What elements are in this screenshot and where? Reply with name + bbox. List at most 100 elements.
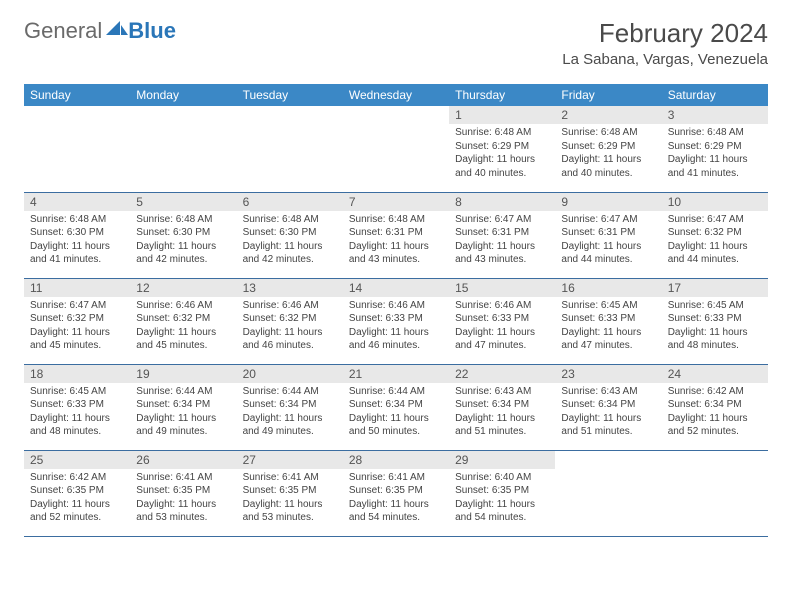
- calendar-cell: [24, 106, 130, 192]
- calendar-cell: 16Sunrise: 6:45 AMSunset: 6:33 PMDayligh…: [555, 278, 661, 364]
- calendar-cell: 23Sunrise: 6:43 AMSunset: 6:34 PMDayligh…: [555, 364, 661, 450]
- calendar-cell: 4Sunrise: 6:48 AMSunset: 6:30 PMDaylight…: [24, 192, 130, 278]
- day-details: Sunrise: 6:41 AMSunset: 6:35 PMDaylight:…: [343, 469, 449, 529]
- weekday-header: Friday: [555, 84, 661, 106]
- day-details: Sunrise: 6:40 AMSunset: 6:35 PMDaylight:…: [449, 469, 555, 529]
- calendar-cell: 22Sunrise: 6:43 AMSunset: 6:34 PMDayligh…: [449, 364, 555, 450]
- calendar-cell: 19Sunrise: 6:44 AMSunset: 6:34 PMDayligh…: [130, 364, 236, 450]
- day-number: 17: [662, 279, 768, 297]
- day-details: Sunrise: 6:42 AMSunset: 6:35 PMDaylight:…: [24, 469, 130, 529]
- calendar-cell: [555, 450, 661, 536]
- day-details: Sunrise: 6:43 AMSunset: 6:34 PMDaylight:…: [555, 383, 661, 443]
- calendar-cell: [130, 106, 236, 192]
- day-details: Sunrise: 6:47 AMSunset: 6:32 PMDaylight:…: [24, 297, 130, 357]
- calendar-cell: 21Sunrise: 6:44 AMSunset: 6:34 PMDayligh…: [343, 364, 449, 450]
- day-number: 18: [24, 365, 130, 383]
- day-number: 23: [555, 365, 661, 383]
- day-number: 2: [555, 106, 661, 124]
- day-details: Sunrise: 6:45 AMSunset: 6:33 PMDaylight:…: [555, 297, 661, 357]
- day-number: 20: [237, 365, 343, 383]
- day-details: Sunrise: 6:43 AMSunset: 6:34 PMDaylight:…: [449, 383, 555, 443]
- day-details: Sunrise: 6:48 AMSunset: 6:29 PMDaylight:…: [449, 124, 555, 184]
- day-details: Sunrise: 6:48 AMSunset: 6:29 PMDaylight:…: [555, 124, 661, 184]
- calendar-cell: 5Sunrise: 6:48 AMSunset: 6:30 PMDaylight…: [130, 192, 236, 278]
- day-number: 11: [24, 279, 130, 297]
- day-number: 6: [237, 193, 343, 211]
- header: General Blue February 2024 La Sabana, Va…: [24, 18, 768, 68]
- day-number: 25: [24, 451, 130, 469]
- day-number: 10: [662, 193, 768, 211]
- day-details: Sunrise: 6:44 AMSunset: 6:34 PMDaylight:…: [237, 383, 343, 443]
- day-details: Sunrise: 6:48 AMSunset: 6:30 PMDaylight:…: [237, 211, 343, 271]
- day-number: 12: [130, 279, 236, 297]
- empty-day: [130, 106, 236, 124]
- calendar-cell: [343, 106, 449, 192]
- day-number: 19: [130, 365, 236, 383]
- day-details: Sunrise: 6:41 AMSunset: 6:35 PMDaylight:…: [130, 469, 236, 529]
- calendar-cell: 14Sunrise: 6:46 AMSunset: 6:33 PMDayligh…: [343, 278, 449, 364]
- calendar-cell: 7Sunrise: 6:48 AMSunset: 6:31 PMDaylight…: [343, 192, 449, 278]
- calendar-cell: 17Sunrise: 6:45 AMSunset: 6:33 PMDayligh…: [662, 278, 768, 364]
- day-number: 28: [343, 451, 449, 469]
- weekday-header: Tuesday: [237, 84, 343, 106]
- day-number: 27: [237, 451, 343, 469]
- logo-sail-icon: [106, 15, 128, 31]
- calendar-cell: 18Sunrise: 6:45 AMSunset: 6:33 PMDayligh…: [24, 364, 130, 450]
- day-details: Sunrise: 6:47 AMSunset: 6:32 PMDaylight:…: [662, 211, 768, 271]
- day-number: 7: [343, 193, 449, 211]
- calendar-cell: 11Sunrise: 6:47 AMSunset: 6:32 PMDayligh…: [24, 278, 130, 364]
- weekday-header: Saturday: [662, 84, 768, 106]
- logo-text-blue: Blue: [128, 18, 176, 44]
- day-number: 3: [662, 106, 768, 124]
- day-details: Sunrise: 6:44 AMSunset: 6:34 PMDaylight:…: [130, 383, 236, 443]
- calendar-cell: 24Sunrise: 6:42 AMSunset: 6:34 PMDayligh…: [662, 364, 768, 450]
- calendar-cell: 29Sunrise: 6:40 AMSunset: 6:35 PMDayligh…: [449, 450, 555, 536]
- day-details: Sunrise: 6:47 AMSunset: 6:31 PMDaylight:…: [555, 211, 661, 271]
- title-block: February 2024 La Sabana, Vargas, Venezue…: [562, 18, 768, 68]
- calendar-cell: 28Sunrise: 6:41 AMSunset: 6:35 PMDayligh…: [343, 450, 449, 536]
- calendar-cell: 26Sunrise: 6:41 AMSunset: 6:35 PMDayligh…: [130, 450, 236, 536]
- calendar-cell: [662, 450, 768, 536]
- empty-day: [24, 106, 130, 124]
- calendar-row: 25Sunrise: 6:42 AMSunset: 6:35 PMDayligh…: [24, 450, 768, 536]
- day-number: 16: [555, 279, 661, 297]
- day-number: 13: [237, 279, 343, 297]
- month-title: February 2024: [562, 18, 768, 49]
- calendar-cell: 3Sunrise: 6:48 AMSunset: 6:29 PMDaylight…: [662, 106, 768, 192]
- weekday-header: Thursday: [449, 84, 555, 106]
- location: La Sabana, Vargas, Venezuela: [562, 51, 768, 68]
- day-number: 9: [555, 193, 661, 211]
- day-details: Sunrise: 6:46 AMSunset: 6:33 PMDaylight:…: [449, 297, 555, 357]
- day-details: Sunrise: 6:41 AMSunset: 6:35 PMDaylight:…: [237, 469, 343, 529]
- day-details: Sunrise: 6:47 AMSunset: 6:31 PMDaylight:…: [449, 211, 555, 271]
- calendar-table: SundayMondayTuesdayWednesdayThursdayFrid…: [24, 84, 768, 537]
- day-number: 4: [24, 193, 130, 211]
- empty-day: [343, 106, 449, 124]
- calendar-cell: 6Sunrise: 6:48 AMSunset: 6:30 PMDaylight…: [237, 192, 343, 278]
- day-number: 5: [130, 193, 236, 211]
- calendar-cell: 27Sunrise: 6:41 AMSunset: 6:35 PMDayligh…: [237, 450, 343, 536]
- day-details: Sunrise: 6:44 AMSunset: 6:34 PMDaylight:…: [343, 383, 449, 443]
- day-number: 22: [449, 365, 555, 383]
- logo: General Blue: [24, 18, 176, 44]
- calendar-row: 1Sunrise: 6:48 AMSunset: 6:29 PMDaylight…: [24, 106, 768, 192]
- calendar-cell: 13Sunrise: 6:46 AMSunset: 6:32 PMDayligh…: [237, 278, 343, 364]
- calendar-row: 4 Sunrise: 6:48 AMSunset: 6:30 PMDaylight…: [24, 192, 768, 278]
- empty-day: [237, 106, 343, 124]
- calendar-cell: 2Sunrise: 6:48 AMSunset: 6:29 PMDaylight…: [555, 106, 661, 192]
- calendar-row: 18Sunrise: 6:45 AMSunset: 6:33 PMDayligh…: [24, 364, 768, 450]
- calendar-cell: 9Sunrise: 6:47 AMSunset: 6:31 PMDaylight…: [555, 192, 661, 278]
- calendar-cell: [237, 106, 343, 192]
- logo-text-general: General: [24, 18, 102, 44]
- empty-day: [555, 451, 661, 469]
- calendar-cell: 10Sunrise: 6:47 AMSunset: 6:32 PMDayligh…: [662, 192, 768, 278]
- weekday-header-row: SundayMondayTuesdayWednesdayThursdayFrid…: [24, 84, 768, 106]
- day-details: Sunrise: 6:42 AMSunset: 6:34 PMDaylight:…: [662, 383, 768, 443]
- day-number: 21: [343, 365, 449, 383]
- day-details: Sunrise: 6:46 AMSunset: 6:32 PMDaylight:…: [237, 297, 343, 357]
- calendar-body: 1Sunrise: 6:48 AMSunset: 6:29 PMDaylight…: [24, 106, 768, 536]
- day-number: 8: [449, 193, 555, 211]
- weekday-header: Monday: [130, 84, 236, 106]
- calendar-cell: 15Sunrise: 6:46 AMSunset: 6:33 PMDayligh…: [449, 278, 555, 364]
- day-number: 26: [130, 451, 236, 469]
